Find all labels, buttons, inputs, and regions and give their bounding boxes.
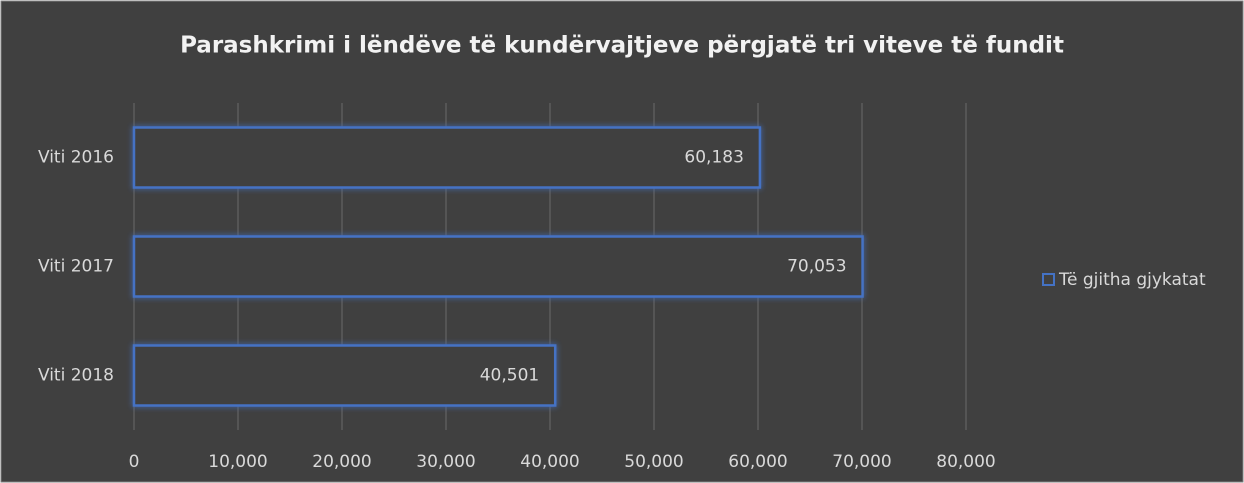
bar: [132, 126, 762, 189]
chart-title: Parashkrimi i lëndëve të kundërvajtjeve …: [180, 33, 1064, 59]
bar: [132, 235, 864, 298]
x-tick-label: 20,000: [312, 452, 371, 472]
x-tick-label: 60,000: [728, 452, 787, 472]
legend-swatch: [1042, 273, 1055, 286]
x-tick-label: 30,000: [416, 452, 475, 472]
y-tick-label: Viti 2017: [38, 257, 114, 277]
x-tick-label: 10,000: [208, 452, 267, 472]
x-tick-label: 0: [129, 452, 140, 472]
data-label: 40,501: [480, 366, 539, 386]
x-tick-label: 40,000: [520, 452, 579, 472]
x-tick-label: 80,000: [936, 452, 995, 472]
x-tick-label: 50,000: [624, 452, 683, 472]
y-tick-label: Viti 2018: [38, 366, 114, 386]
y-tick-label: Viti 2016: [38, 148, 114, 168]
data-label: 60,183: [684, 148, 743, 168]
data-label: 70,053: [787, 257, 846, 277]
x-tick-label: 70,000: [832, 452, 891, 472]
legend-label: Të gjitha gjykatat: [1058, 270, 1206, 290]
bar: [132, 344, 557, 407]
